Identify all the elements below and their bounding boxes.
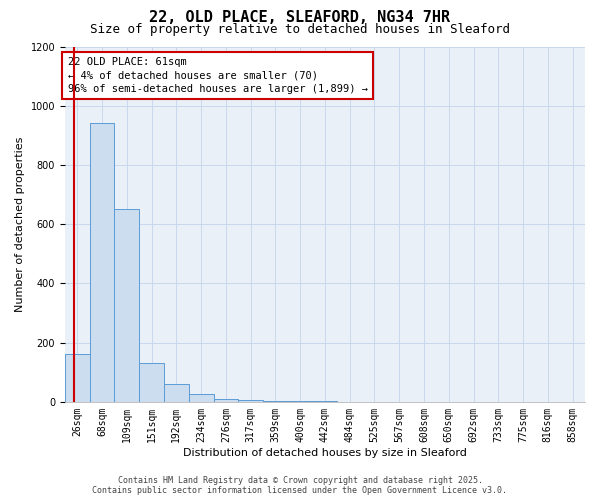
Text: 22 OLD PLACE: 61sqm
← 4% of detached houses are smaller (70)
96% of semi-detache: 22 OLD PLACE: 61sqm ← 4% of detached hou… bbox=[68, 57, 368, 94]
Bar bbox=[238, 400, 263, 402]
Text: Contains HM Land Registry data © Crown copyright and database right 2025.
Contai: Contains HM Land Registry data © Crown c… bbox=[92, 476, 508, 495]
Bar bbox=[139, 364, 164, 402]
Bar bbox=[115, 210, 139, 402]
Bar bbox=[189, 394, 214, 402]
Bar bbox=[288, 401, 313, 402]
Bar bbox=[65, 354, 89, 402]
Bar bbox=[313, 401, 337, 402]
Bar bbox=[164, 384, 189, 402]
Y-axis label: Number of detached properties: Number of detached properties bbox=[15, 136, 25, 312]
Bar bbox=[263, 400, 288, 402]
X-axis label: Distribution of detached houses by size in Sleaford: Distribution of detached houses by size … bbox=[183, 448, 467, 458]
Text: Size of property relative to detached houses in Sleaford: Size of property relative to detached ho… bbox=[90, 22, 510, 36]
Bar bbox=[214, 399, 238, 402]
Text: 22, OLD PLACE, SLEAFORD, NG34 7HR: 22, OLD PLACE, SLEAFORD, NG34 7HR bbox=[149, 10, 451, 25]
Bar bbox=[89, 124, 115, 402]
